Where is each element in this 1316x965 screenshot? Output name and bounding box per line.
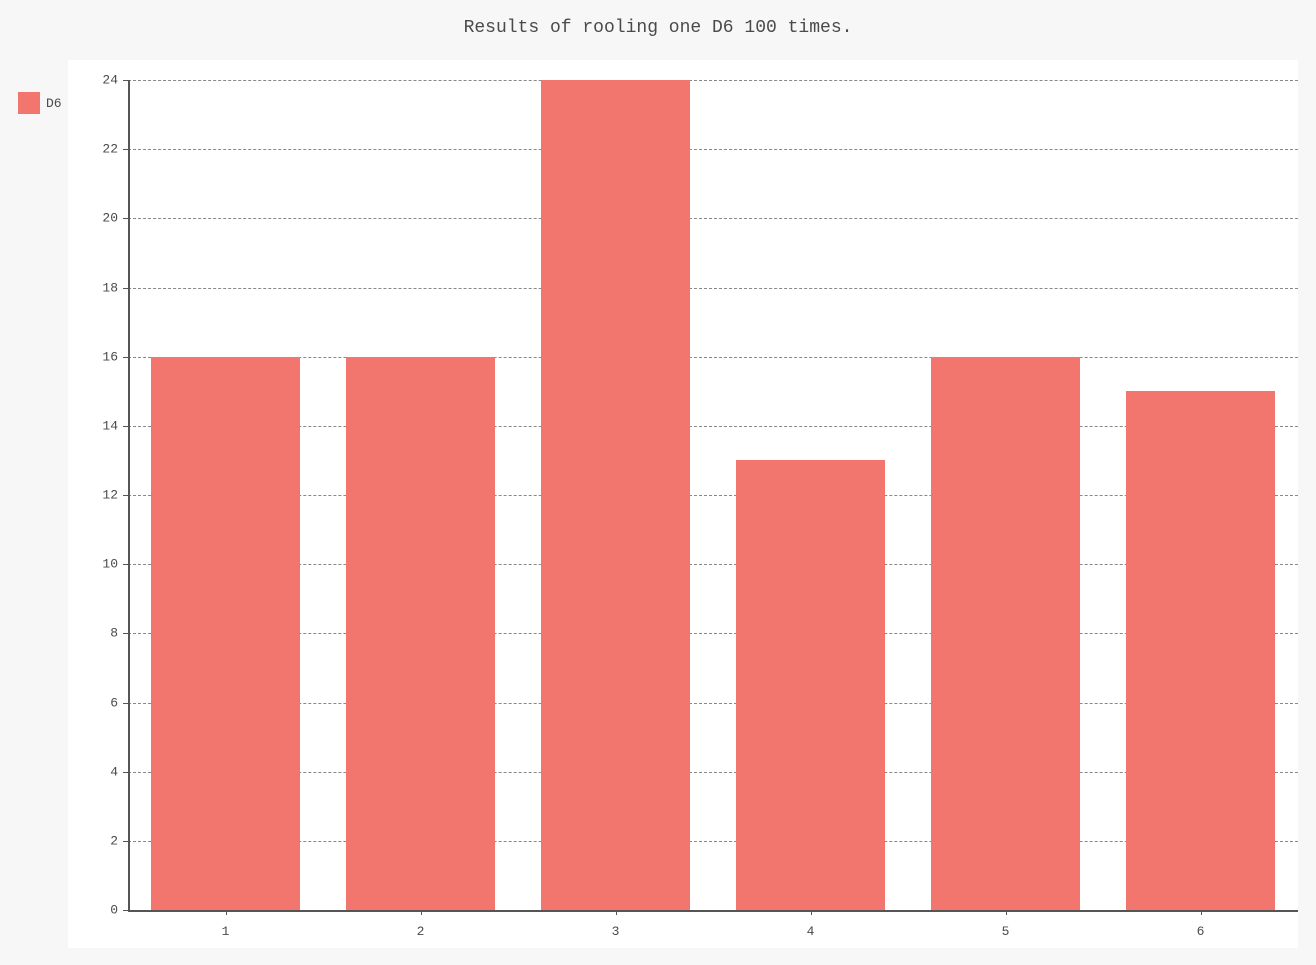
x-tick-label: 5	[1002, 924, 1010, 939]
bar	[151, 357, 299, 910]
gridline	[128, 703, 1298, 704]
y-tick-label: 14	[90, 418, 118, 433]
y-tick-label: 24	[90, 73, 118, 88]
x-tick-label: 4	[807, 924, 815, 939]
gridline	[128, 564, 1298, 565]
x-axis	[128, 910, 1298, 912]
x-tick-label: 3	[612, 924, 620, 939]
gridline	[128, 357, 1298, 358]
legend-label: D6	[46, 96, 62, 111]
x-tick-label: 6	[1197, 924, 1205, 939]
bar	[1126, 391, 1274, 910]
y-tick-label: 22	[90, 142, 118, 157]
gridline	[128, 80, 1298, 81]
bar	[931, 357, 1079, 910]
gridline	[128, 426, 1298, 427]
gridline	[128, 149, 1298, 150]
gridline	[128, 841, 1298, 842]
y-tick-label: 16	[90, 349, 118, 364]
y-tick-label: 0	[90, 903, 118, 918]
y-tick-label: 10	[90, 557, 118, 572]
y-axis	[128, 80, 130, 910]
y-tick-label: 8	[90, 626, 118, 641]
gridline	[128, 633, 1298, 634]
gridline	[128, 218, 1298, 219]
gridline	[128, 288, 1298, 289]
y-tick-label: 2	[90, 833, 118, 848]
y-tick-label: 6	[90, 695, 118, 710]
gridline	[128, 495, 1298, 496]
x-tick-label: 2	[417, 924, 425, 939]
x-tick-label: 1	[222, 924, 230, 939]
bar	[541, 80, 689, 910]
bar	[346, 357, 494, 910]
legend-swatch	[18, 92, 40, 114]
chart-legend: D6	[18, 92, 62, 114]
bar	[736, 460, 884, 910]
y-tick-label: 12	[90, 488, 118, 503]
y-tick-label: 20	[90, 211, 118, 226]
chart-title: Results of rooling one D6 100 times.	[0, 18, 1316, 38]
y-tick-label: 4	[90, 764, 118, 779]
y-tick-label: 18	[90, 280, 118, 295]
gridline	[128, 772, 1298, 773]
